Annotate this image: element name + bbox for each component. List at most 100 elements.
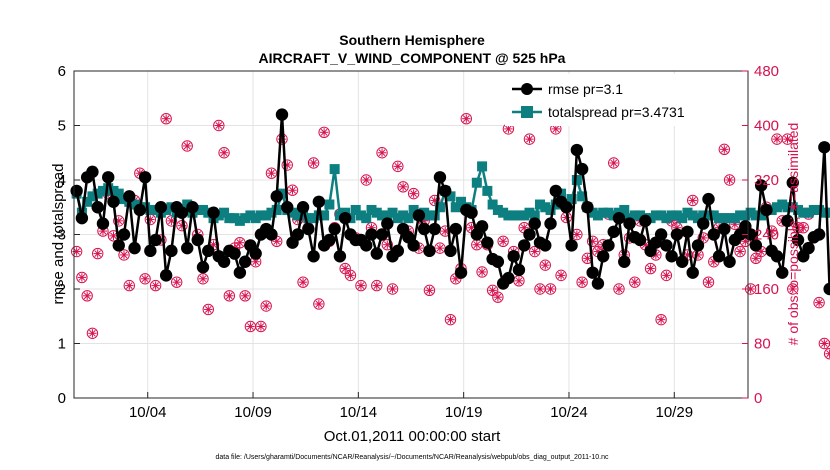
rmse-point — [581, 201, 594, 214]
totalspread-point — [97, 185, 108, 196]
rmse-point — [575, 162, 589, 176]
obs-assimilated-marker — [88, 329, 97, 338]
totalspread-point — [708, 210, 719, 221]
y-axis-label-right: # of obs: o=possible; ∗=assimilated — [785, 123, 801, 346]
legend: rmse pr=3.1 totalspread pr=3.4731 — [505, 74, 741, 126]
obs-assimilated-marker — [788, 284, 797, 294]
totalspread-point — [740, 210, 751, 221]
obs-assimilated-marker — [240, 291, 250, 301]
totalspread-point — [814, 204, 825, 215]
obs-assimilated-marker — [151, 281, 160, 290]
rmse-point — [449, 222, 462, 236]
totalspread-point — [408, 204, 419, 215]
obs-possible-marker — [181, 140, 193, 152]
rmse-point — [175, 206, 189, 219]
y-left-tick-label: 6 — [58, 63, 66, 80]
obs-possible-marker — [160, 112, 172, 125]
totalspread-point — [787, 202, 798, 213]
obs-assimilated-marker — [614, 284, 624, 294]
rmse-point — [159, 269, 173, 282]
rmse-point — [181, 241, 194, 255]
rmse-point — [791, 233, 805, 247]
obs-assimilated-marker — [346, 271, 355, 280]
obs-assimilated-marker — [340, 264, 350, 273]
obs-assimilated-marker — [119, 250, 129, 260]
x-tick-label: 10/09 — [234, 404, 272, 421]
obs-assimilated-marker — [172, 277, 181, 287]
totalspread-point — [255, 210, 266, 221]
rmse-point — [707, 228, 720, 241]
totalspread-point — [735, 210, 746, 221]
rmse-point — [718, 222, 731, 236]
obs-assimilated-marker — [398, 182, 408, 192]
rmse-point — [491, 255, 505, 268]
rmse-point — [270, 190, 283, 203]
y-left-tick-label: 2 — [58, 281, 66, 298]
x-tick-label: 10/19 — [445, 404, 483, 421]
y-right-tick-label: 400 — [754, 118, 779, 135]
totalspread-point — [303, 213, 314, 224]
rmse-point — [823, 282, 830, 296]
rmse-point — [275, 108, 289, 121]
obs-assimilated-marker — [388, 284, 397, 294]
obs-possible-marker — [787, 283, 799, 295]
obs-possible-marker — [544, 283, 557, 295]
rmse-point — [191, 233, 204, 247]
rmse-point — [565, 239, 578, 252]
y-left-tick-label: 5 — [58, 118, 66, 135]
totalspread-point — [350, 204, 361, 215]
rmse-point — [370, 247, 383, 260]
obs-assimilated-marker — [161, 114, 171, 123]
totalspread-point — [434, 202, 445, 213]
obs-possible-marker — [407, 187, 420, 200]
rmse-point — [439, 184, 452, 198]
totalspread-point — [271, 204, 282, 215]
obs-possible-marker — [586, 235, 599, 248]
obs-assimilated-marker — [125, 281, 134, 290]
obs-assimilated-marker — [520, 223, 529, 232]
obs-possible-marker — [260, 300, 272, 312]
obs-assimilated-marker — [572, 230, 582, 239]
obs-assimilated-marker — [93, 249, 102, 258]
obs-assimilated-marker — [72, 247, 81, 256]
totalspread-point — [808, 204, 819, 215]
obs-assimilated-marker — [472, 240, 482, 249]
totalspread-point — [87, 191, 98, 202]
obs-assimilated-marker — [504, 124, 513, 134]
totalspread-point — [724, 213, 735, 224]
totalspread-point — [803, 207, 814, 218]
rmse-point — [507, 250, 520, 263]
rmse-point — [770, 250, 784, 263]
obs-possible-marker — [655, 313, 667, 326]
obs-possible-marker — [376, 147, 388, 159]
rmse-point — [618, 255, 631, 268]
obs-assimilated-marker — [362, 175, 371, 185]
obs-assimilated-marker — [735, 247, 745, 256]
rmse-point — [381, 217, 394, 230]
rmse-point — [144, 244, 157, 258]
rmse-point — [307, 250, 320, 263]
obs-assimilated-marker — [446, 315, 455, 324]
rmse-point — [196, 261, 210, 274]
obs-assimilated-marker — [393, 162, 403, 171]
totalspread-point — [598, 207, 609, 218]
totalspread-point — [113, 188, 124, 199]
obs-assimilated-marker — [656, 315, 666, 324]
obs-possible-marker — [318, 126, 330, 139]
obs-possible-marker — [360, 174, 372, 186]
obs-possible-marker — [307, 157, 320, 169]
totalspread-point — [424, 210, 435, 221]
obs-assimilated-marker — [225, 291, 234, 301]
totalspread-point — [629, 210, 640, 221]
obs-possible-marker — [281, 159, 293, 171]
obs-assimilated-marker — [751, 254, 761, 263]
obs-assimilated-marker — [319, 128, 329, 137]
rmse-point — [86, 165, 99, 179]
rmse-point — [607, 225, 620, 238]
totalspread-point — [266, 207, 277, 218]
totalspread-point — [656, 210, 667, 221]
rmse-point — [633, 233, 647, 247]
obs-assimilated-marker — [646, 264, 655, 273]
obs-possible-marker — [781, 133, 794, 145]
rmse-point — [302, 222, 315, 236]
